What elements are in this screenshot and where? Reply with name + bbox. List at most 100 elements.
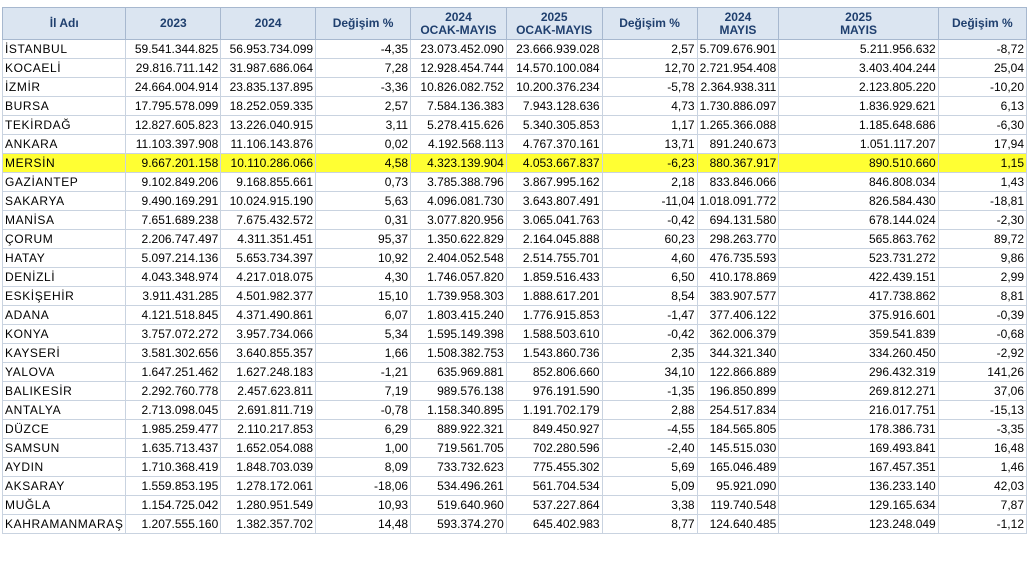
value-2023: 1.647.251.462: [125, 362, 222, 382]
change-annual: 8,09: [315, 457, 412, 477]
value-2025-may: 422.439.151: [778, 267, 939, 287]
table-header: İl Adı 2023 2024 Değişim % 2024 OCAK-MAYIS 202…: [1, 7, 1027, 40]
header-2025-ocak-mayis: 2025 OCAK-MAYIS: [505, 7, 603, 40]
table-row: SAMSUN 1.635.713.437 1.652.054.088 1,00 719.…: [1, 438, 1027, 458]
value-2025-may: 296.432.319: [778, 362, 939, 382]
value-2024-may: 298.263.770: [696, 229, 780, 249]
change-may: 37,06: [937, 381, 1027, 401]
value-2025-jan-may: 1.776.915.853: [505, 305, 603, 325]
value-2024-jan-may: 1.746.057.820: [410, 267, 507, 287]
value-2024-jan-may: 635.969.881: [410, 362, 507, 382]
table-row: İSTANBUL 59.541.344.825 56.953.734.099 -4,3…: [1, 39, 1027, 59]
header-il-adi: İl Adı: [1, 7, 127, 40]
value-2024-jan-may: 1.803.415.240: [410, 305, 507, 325]
value-2025-jan-may: 537.227.864: [505, 495, 603, 515]
value-2023: 29.816.711.142: [125, 58, 222, 78]
value-2024: 4.217.018.075: [220, 267, 317, 287]
value-2024-jan-may: 1.739.958.303: [410, 286, 507, 306]
change-may: 1,46: [937, 457, 1027, 477]
value-2023: 3.911.431.285: [125, 286, 222, 306]
table-row: DENİZLİ 4.043.348.974 4.217.018.075 4,30 1.7…: [1, 267, 1027, 287]
value-2025-jan-may: 5.340.305.853: [505, 115, 603, 135]
value-2024-jan-may: 534.496.261: [410, 476, 507, 496]
change-jan-may: 12,70: [601, 58, 698, 78]
change-may: 1,15: [937, 153, 1027, 173]
value-2023: 11.103.397.908: [125, 134, 222, 154]
value-2025-may: 890.510.660: [778, 153, 939, 173]
province-name: KONYA: [1, 324, 127, 344]
value-2025-may: 417.738.862: [778, 286, 939, 306]
value-2025-may: 334.260.450: [778, 343, 939, 363]
change-annual: 5,63: [315, 191, 412, 211]
table-row: HATAY 5.097.214.136 5.653.734.397 10,92 2.40…: [1, 248, 1027, 268]
value-2024: 2.110.217.853: [220, 419, 317, 439]
value-2024: 3.640.855.357: [220, 343, 317, 363]
change-may: 6,13: [937, 96, 1027, 116]
value-2024: 2.691.811.719: [220, 400, 317, 420]
change-annual: -3,36: [315, 77, 412, 97]
value-2023: 9.102.849.206: [125, 172, 222, 192]
value-2024-jan-may: 10.826.082.752: [410, 77, 507, 97]
change-annual: 14,48: [315, 514, 412, 534]
value-2025-jan-may: 10.200.376.234: [505, 77, 603, 97]
change-may: 1,43: [937, 172, 1027, 192]
header-2023: 2023: [125, 7, 222, 40]
value-2024-may: 891.240.673: [696, 134, 780, 154]
value-2025-jan-may: 1.543.860.736: [505, 343, 603, 363]
value-2024-jan-may: 3.785.388.796: [410, 172, 507, 192]
value-2023: 1.154.725.042: [125, 495, 222, 515]
value-2025-jan-may: 645.402.983: [505, 514, 603, 534]
change-jan-may: -5,78: [601, 77, 698, 97]
change-jan-may: 1,17: [601, 115, 698, 135]
value-2024-may: 124.640.485: [696, 514, 780, 534]
value-2023: 1.985.259.477: [125, 419, 222, 439]
value-2025-may: 123.248.049: [778, 514, 939, 534]
value-2025-may: 678.144.024: [778, 210, 939, 230]
value-2024-may: 377.406.122: [696, 305, 780, 325]
change-annual: 95,37: [315, 229, 412, 249]
value-2024-may: 165.046.489: [696, 457, 780, 477]
change-jan-may: -0,42: [601, 210, 698, 230]
province-name: AKSARAY: [1, 476, 127, 496]
value-2025-may: 178.386.731: [778, 419, 939, 439]
table-row: DÜZCE 1.985.259.477 2.110.217.853 6,29 889.9…: [1, 419, 1027, 439]
value-2023: 4.043.348.974: [125, 267, 222, 287]
change-annual: 4,58: [315, 153, 412, 173]
change-jan-may: 2,88: [601, 400, 698, 420]
value-2024-may: 95.921.090: [696, 476, 780, 496]
value-2024-may: 362.006.379: [696, 324, 780, 344]
change-may: 141,26: [937, 362, 1027, 382]
province-name: YALOVA: [1, 362, 127, 382]
value-2024: 7.675.432.572: [220, 210, 317, 230]
export-table: İl Adı 2023 2024 Değişim % 2024 OCAK-MAYIS 202…: [1, 7, 1027, 534]
value-2023: 24.664.004.914: [125, 77, 222, 97]
value-2024-jan-may: 989.576.138: [410, 381, 507, 401]
change-may: -2,30: [937, 210, 1027, 230]
value-2023: 59.541.344.825: [125, 39, 222, 59]
change-annual: 6,07: [315, 305, 412, 325]
value-2024-may: 196.850.899: [696, 381, 780, 401]
change-jan-may: -4,55: [601, 419, 698, 439]
table-row: ESKİŞEHİR 3.911.431.285 4.501.982.377 15,10…: [1, 286, 1027, 306]
change-jan-may: 8,54: [601, 286, 698, 306]
value-2025-may: 375.916.601: [778, 305, 939, 325]
value-2024: 5.653.734.397: [220, 248, 317, 268]
change-annual: 10,93: [315, 495, 412, 515]
province-name: ESKİŞEHİR: [1, 286, 127, 306]
value-2023: 17.795.578.099: [125, 96, 222, 116]
table-row: İZMİR 24.664.004.914 23.835.137.895 -3,36 10…: [1, 77, 1027, 97]
value-2025-jan-may: 702.280.596: [505, 438, 603, 458]
change-jan-may: -1,35: [601, 381, 698, 401]
change-may: -6,30: [937, 115, 1027, 135]
value-2024: 4.371.490.861: [220, 305, 317, 325]
change-may: -0,68: [937, 324, 1027, 344]
province-name: İSTANBUL: [1, 39, 127, 59]
value-2025-may: 565.863.762: [778, 229, 939, 249]
value-2024-jan-may: 733.732.623: [410, 457, 507, 477]
change-jan-may: 13,71: [601, 134, 698, 154]
change-jan-may: -6,23: [601, 153, 698, 173]
province-name: SAKARYA: [1, 191, 127, 211]
value-2023: 7.651.689.238: [125, 210, 222, 230]
table-row: KOCAELİ 29.816.711.142 31.987.686.064 7,28 1…: [1, 58, 1027, 78]
change-annual: 3,11: [315, 115, 412, 135]
